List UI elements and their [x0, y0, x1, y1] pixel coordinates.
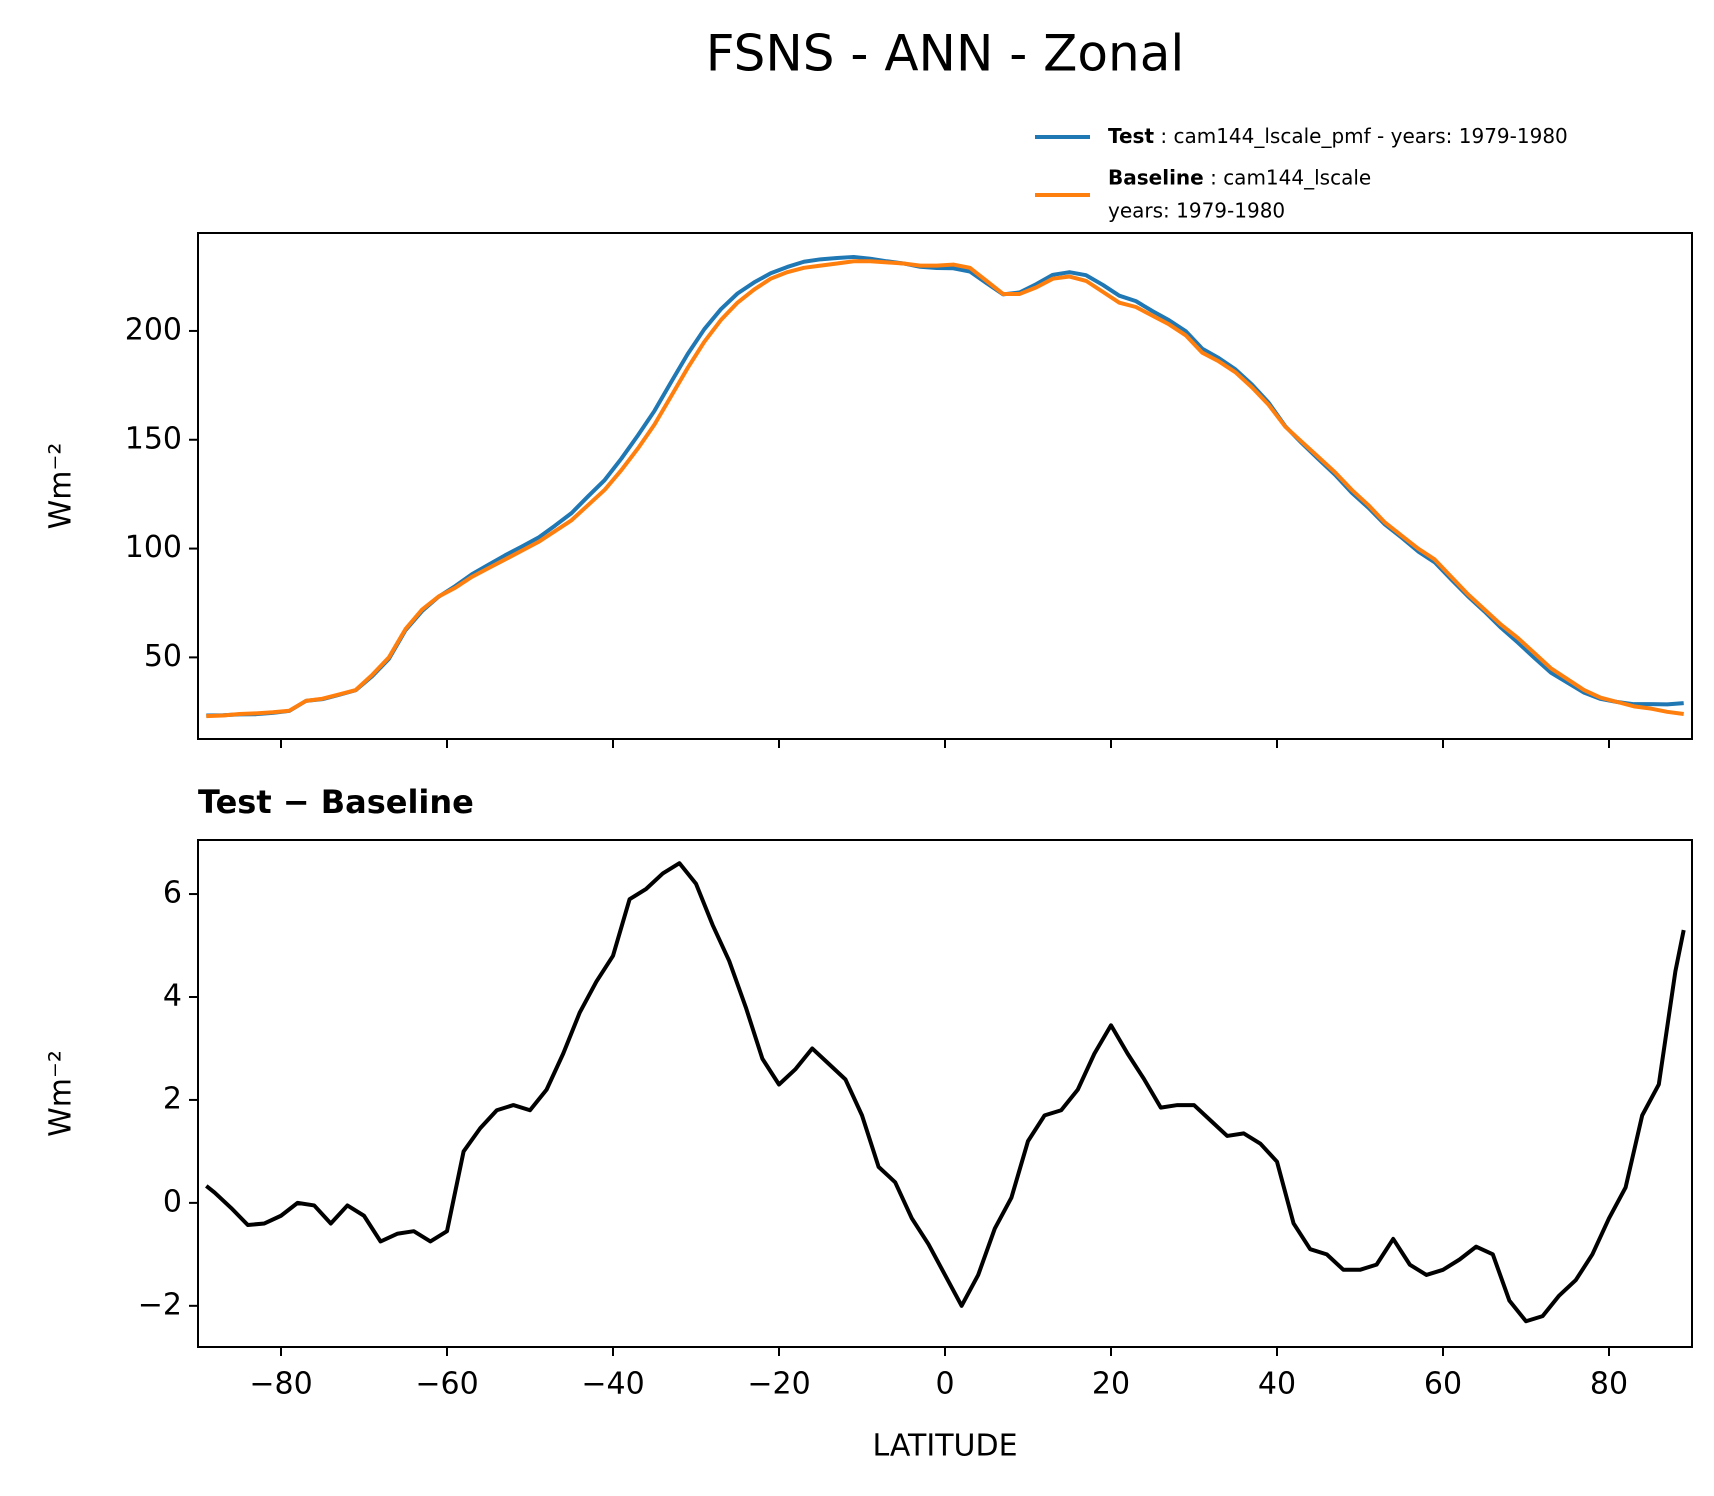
y-tick-label: 4 — [163, 978, 182, 1013]
x-tick-label: −80 — [249, 1367, 312, 1402]
x-tick-label: 20 — [1092, 1367, 1130, 1402]
y-tick-label: 0 — [163, 1184, 182, 1219]
y-axis-label: Wm⁻² — [44, 1050, 79, 1137]
x-tick-label: −40 — [581, 1367, 644, 1402]
y-tick-label: 100 — [125, 530, 182, 565]
y-tick-label: 2 — [163, 1081, 182, 1116]
legend-label: Baseline : cam144_lscale years: 1979-1980 — [1108, 165, 1371, 222]
y-tick-label: 150 — [125, 421, 182, 456]
x-tick-label: 0 — [935, 1367, 954, 1402]
x-tick-label: −60 — [415, 1367, 478, 1402]
y-axis-label: Wm⁻² — [44, 443, 79, 530]
x-tick-label: 40 — [1258, 1367, 1296, 1402]
y-tick-label: 200 — [125, 312, 182, 347]
x-axis-label: LATITUDE — [872, 1429, 1017, 1464]
data-line — [206, 259, 1684, 719]
y-tick-label: 6 — [163, 876, 182, 911]
axes-title: Test − Baseline — [198, 783, 474, 821]
y-tick-label: 50 — [144, 639, 182, 674]
x-tick-label: −20 — [747, 1367, 810, 1402]
legend-label: Test : cam144_lscale_pmf - years: 1979-1… — [1108, 124, 1568, 148]
x-tick-label: 80 — [1590, 1367, 1628, 1402]
data-line — [205, 861, 1686, 1324]
x-tick-label: 60 — [1424, 1367, 1462, 1402]
figure-title: FSNS - ANN - Zonal — [706, 25, 1185, 83]
y-tick-label: −2 — [138, 1287, 182, 1322]
